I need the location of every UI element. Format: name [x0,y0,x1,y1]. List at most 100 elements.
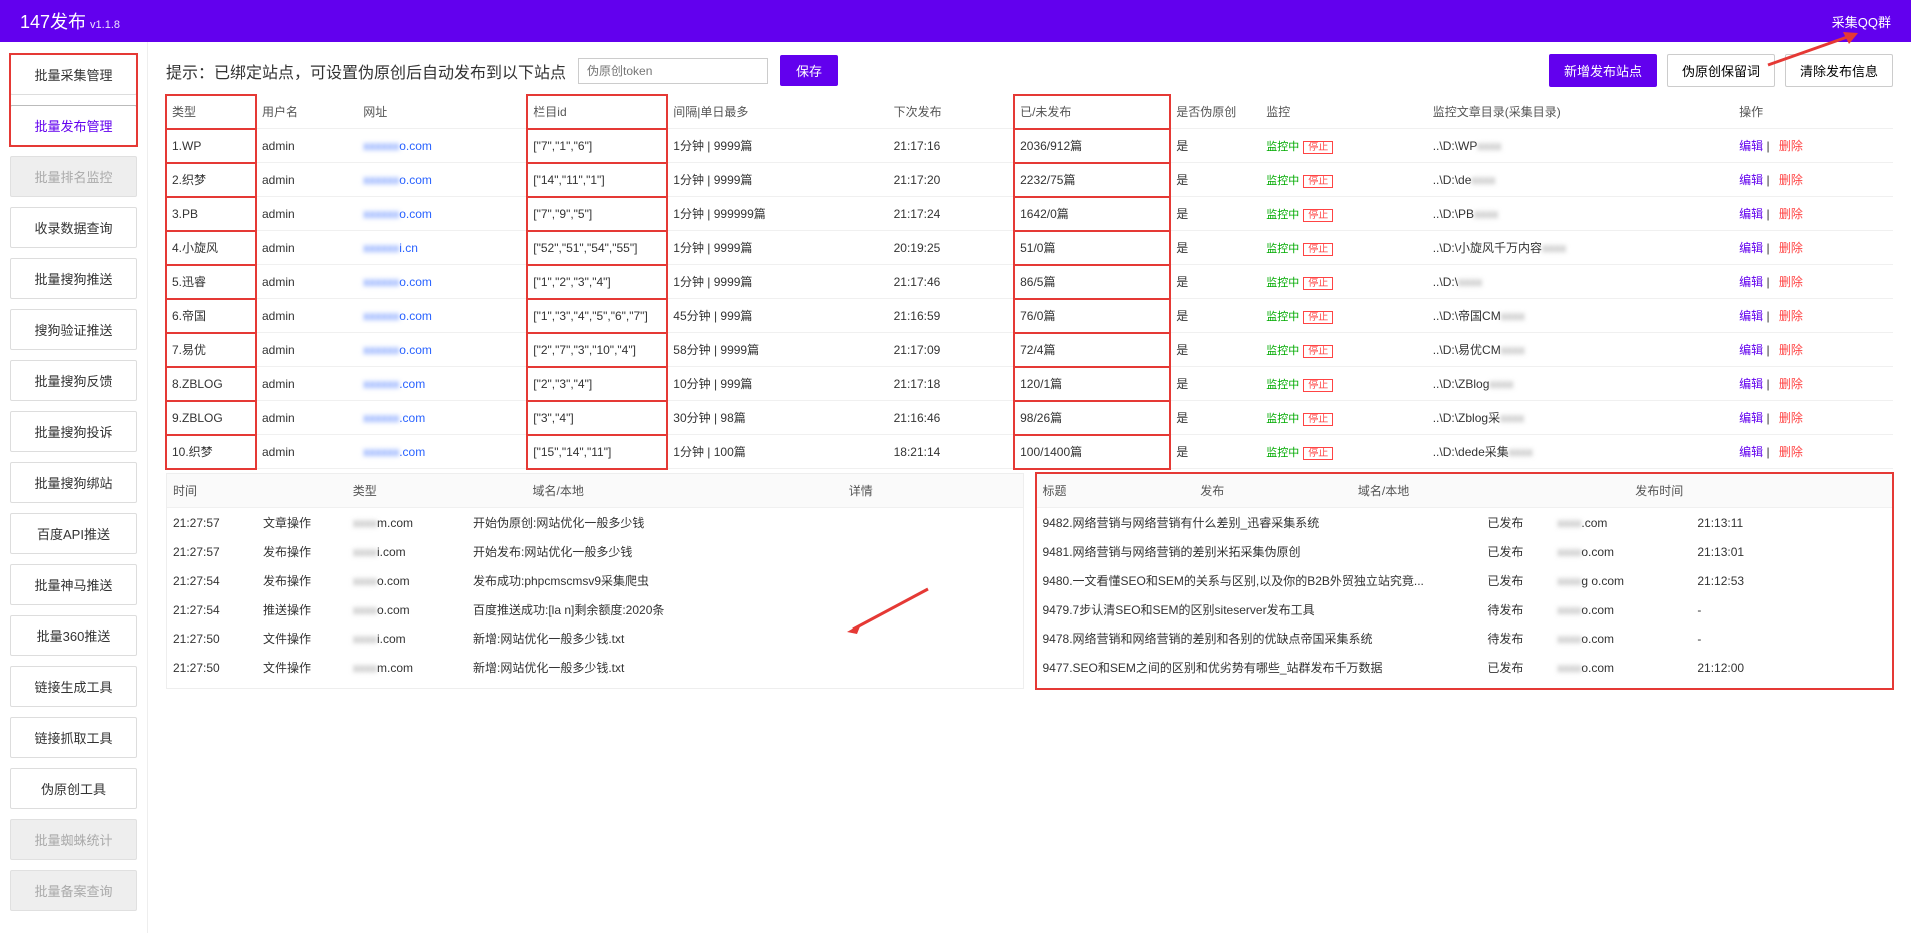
table-row: 2.织梦adminxxxxxxo.com["14","11","1"]1分钟 |… [166,163,1893,197]
qq-group-link[interactable]: 采集QQ群 [1832,12,1891,31]
monitor-status: 监控中 [1266,311,1299,323]
table-row: 4.小旋风adminxxxxxxi.cn["52","51","54","55"… [166,231,1893,265]
delete-link[interactable]: 删除 [1779,139,1803,153]
table-row: 7.易优adminxxxxxxo.com["2","7","3","10","4… [166,333,1893,367]
edit-link[interactable]: 编辑 [1739,343,1763,357]
col-header: 下次发布 [888,95,1015,129]
sidebar-item[interactable]: 收录数据查询 [10,207,137,248]
tip-text: 提示：已绑定站点，可设置伪原创后自动发布到以下站点 [166,59,566,83]
add-site-button[interactable]: 新增发布站点 [1549,54,1657,87]
monitor-status: 监控中 [1266,243,1299,255]
log-row: 9482.网络营销与网络营销有什么差别_迅睿采集系统已发布xxxx.com21:… [1037,508,1893,537]
monitor-status: 监控中 [1266,175,1299,187]
sidebar-item[interactable]: 批量搜狗投诉 [10,411,137,452]
stop-button[interactable]: 停止 [1303,345,1333,358]
table-row: 9.ZBLOGadminxxxxxx.com["3","4"]30分钟 | 98… [166,401,1893,435]
delete-link[interactable]: 删除 [1779,411,1803,425]
col-header: 用户名 [256,95,357,129]
monitor-status: 监控中 [1266,141,1299,153]
delete-link[interactable]: 删除 [1779,241,1803,255]
sidebar-item[interactable]: 批量神马推送 [10,564,137,605]
delete-link[interactable]: 删除 [1779,377,1803,391]
log-row: 9481.网络营销与网络营销的差别米拓采集伪原创已发布xxxxo.com21:1… [1037,537,1893,566]
topbar: 147发布v1.1.8 采集QQ群 [0,0,1911,42]
keep-words-button[interactable]: 伪原创保留词 [1667,54,1775,87]
main-panel: 提示：已绑定站点，可设置伪原创后自动发布到以下站点 保存 新增发布站点 伪原创保… [148,42,1911,933]
clear-info-button[interactable]: 清除发布信息 [1785,54,1893,87]
sidebar-item: 批量蜘蛛统计 [10,819,137,860]
col-header: 操作 [1733,95,1893,129]
stop-button[interactable]: 停止 [1303,311,1333,324]
stop-button[interactable]: 停止 [1303,379,1333,392]
log-row: 21:27:50文件操作xxxxi.com新增:网站优化一般多少钱.txt [167,624,1023,653]
edit-link[interactable]: 编辑 [1739,411,1763,425]
edit-link[interactable]: 编辑 [1739,207,1763,221]
stop-button[interactable]: 停止 [1303,175,1333,188]
stop-button[interactable]: 停止 [1303,413,1333,426]
col-header: 已/未发布 [1014,95,1170,129]
col-header: 网址 [357,95,527,129]
edit-link[interactable]: 编辑 [1739,139,1763,153]
log-row: 9479.7步认清SEO和SEM的区别siteserver发布工具待发布xxxx… [1037,595,1893,624]
monitor-status: 监控中 [1266,379,1299,391]
delete-link[interactable]: 删除 [1779,207,1803,221]
delete-link[interactable]: 删除 [1779,445,1803,459]
edit-link[interactable]: 编辑 [1739,309,1763,323]
sidebar-item[interactable]: 批量搜狗反馈 [10,360,137,401]
left-log-pane: 时间类型域名/本地详情 21:27:57文章操作xxxxm.com开始伪原创:网… [166,473,1024,689]
stop-button[interactable]: 停止 [1303,447,1333,460]
stop-button[interactable]: 停止 [1303,277,1333,290]
brand: 147发布v1.1.8 [20,8,120,34]
log-row: 21:27:50文件操作xxxxm.com新增:网站优化一般多少钱.txt [167,653,1023,682]
edit-link[interactable]: 编辑 [1739,377,1763,391]
table-row: 3.PBadminxxxxxxo.com["7","9","5"]1分钟 | 9… [166,197,1893,231]
edit-link[interactable]: 编辑 [1739,241,1763,255]
sidebar: 批量采集管理批量发布管理 批量排名监控收录数据查询批量搜狗推送搜狗验证推送批量搜… [0,42,148,933]
stop-button[interactable]: 停止 [1303,141,1333,154]
col-header: 监控 [1260,95,1427,129]
table-row: 8.ZBLOGadminxxxxxx.com["2","3","4"]10分钟 … [166,367,1893,401]
col-header: 类型 [166,95,256,129]
table-row: 5.迅睿adminxxxxxxo.com["1","2","3","4"]1分钟… [166,265,1893,299]
site-table: 类型用户名网址栏目id间隔|单日最多下次发布已/未发布是否伪原创监控监控文章目录… [166,95,1893,469]
sidebar-item: 批量排名监控 [10,156,137,197]
col-header: 栏目id [527,95,667,129]
log-row: 9477.SEO和SEM之间的区别和优劣势有哪些_站群发布千万数据已发布xxxx… [1037,653,1893,682]
sidebar-item[interactable]: 批量搜狗推送 [10,258,137,299]
log-row: 9480.一文看懂SEO和SEM的关系与区别,以及你的B2B外贸独立站究竟...… [1037,566,1893,595]
log-row: 9476.SEO和SEM的区别是什么_discuz发布千万数据已发布xxxx.c… [1037,682,1893,688]
table-row: 1.WPadminxxxxxxo.com["7","1","6"]1分钟 | 9… [166,129,1893,163]
edit-link[interactable]: 编辑 [1739,275,1763,289]
monitor-status: 监控中 [1266,345,1299,357]
log-row: 21:27:54推送操作xxxxo.com百度推送成功:[la n]剩余额度:2… [167,595,1023,624]
delete-link[interactable]: 删除 [1779,309,1803,323]
sidebar-item[interactable]: 伪原创工具 [10,768,137,809]
delete-link[interactable]: 删除 [1779,173,1803,187]
table-row: 10.织梦adminxxxxxx.com["15","14","11"]1分钟 … [166,435,1893,469]
monitor-status: 监控中 [1266,447,1299,459]
right-log-pane: 标题发布域名/本地发布时间 9482.网络营销与网络营销有什么差别_迅睿采集系统… [1036,473,1894,689]
sidebar-item[interactable]: 批量360推送 [10,615,137,656]
monitor-status: 监控中 [1266,277,1299,289]
save-button[interactable]: 保存 [780,55,838,86]
sidebar-item[interactable]: 链接生成工具 [10,666,137,707]
sidebar-item[interactable]: 批量采集管理 [10,54,137,95]
stop-button[interactable]: 停止 [1303,243,1333,256]
sidebar-item[interactable]: 链接抓取工具 [10,717,137,758]
sidebar-item[interactable]: 批量搜狗绑站 [10,462,137,503]
delete-link[interactable]: 删除 [1779,275,1803,289]
monitor-status: 监控中 [1266,413,1299,425]
sidebar-item: 批量备案查询 [10,870,137,911]
stop-button[interactable]: 停止 [1303,209,1333,222]
edit-link[interactable]: 编辑 [1739,445,1763,459]
col-header: 间隔|单日最多 [667,95,887,129]
delete-link[interactable]: 删除 [1779,343,1803,357]
sidebar-item[interactable]: 百度API推送 [10,513,137,554]
token-input[interactable] [578,58,768,84]
sidebar-item[interactable]: 搜狗验证推送 [10,309,137,350]
log-row: 9478.网络营销和网络营销的差别和各别的优缺点帝国采集系统待发布xxxxo.c… [1037,624,1893,653]
log-row: 21:27:54发布操作xxxxo.com发布成功:phpcmscmsv9采集爬… [167,566,1023,595]
log-row: 21:27:57发布操作xxxxi.com开始发布:网站优化一般多少钱 [167,537,1023,566]
edit-link[interactable]: 编辑 [1739,173,1763,187]
sidebar-item[interactable]: 批量发布管理 [10,105,137,146]
